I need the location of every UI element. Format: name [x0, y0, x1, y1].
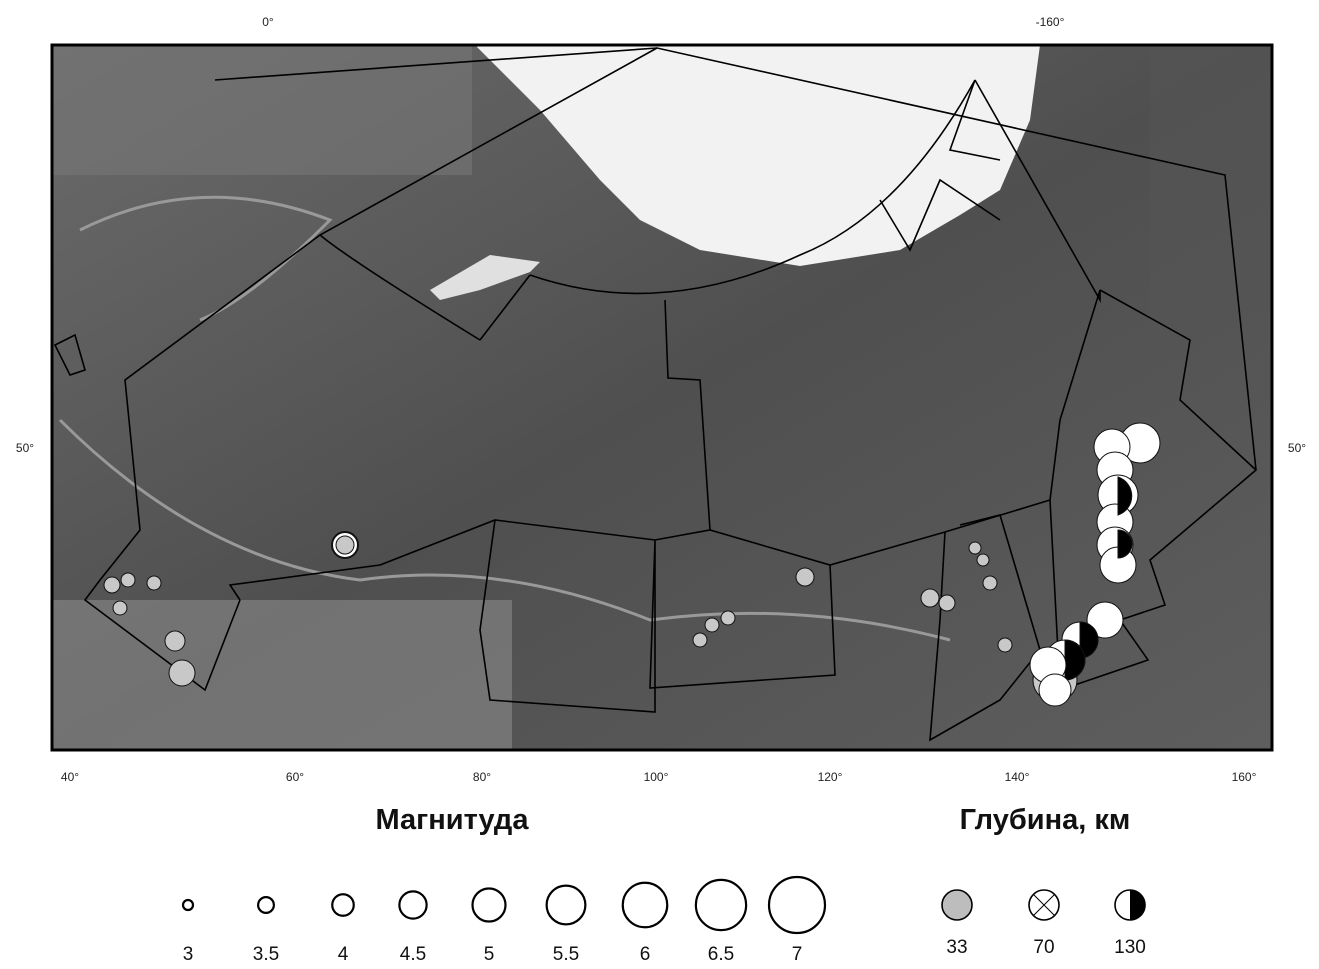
bottom-label: 100° — [644, 770, 669, 784]
magnitude-symbol — [332, 894, 354, 916]
land-south — [52, 600, 512, 750]
magnitude-symbol — [769, 877, 825, 933]
legend-title: Глубина, км — [960, 804, 1131, 836]
magnitude-symbol — [623, 883, 668, 928]
magnitude-symbol — [696, 880, 746, 930]
magnitude-label: 3 — [183, 944, 194, 965]
magnitude-label: 4 — [338, 944, 349, 965]
depth-symbol — [942, 890, 972, 920]
magnitude-label: 3.5 — [253, 944, 279, 965]
map-area — [52, 45, 1272, 750]
bottom-label: 40° — [61, 770, 79, 784]
magnitude-symbol — [258, 897, 274, 913]
magnitude-label: 6.5 — [708, 944, 734, 965]
magnitude-label: 4.5 — [400, 944, 426, 965]
bottom-label: 160° — [1232, 770, 1257, 784]
magnitude-symbol — [183, 900, 193, 910]
depth-half — [1130, 890, 1145, 920]
top-label: -160° — [1036, 15, 1065, 29]
magnitude-label: 5.5 — [553, 944, 579, 965]
bottom-label: 140° — [1005, 770, 1030, 784]
depth-label: 130 — [1114, 937, 1146, 958]
magnitude-label: 6 — [640, 944, 651, 965]
magnitude-label: 7 — [792, 944, 803, 965]
magnitude-symbol — [399, 891, 426, 918]
sea — [52, 45, 472, 175]
page: 0° -160° 50° 50° 40° 60° 80° 100° 120° 140° 160° Ма… — [0, 0, 1319, 969]
bottom-label: 120° — [818, 770, 843, 784]
land-east — [1150, 45, 1272, 345]
magnitude-label: 5 — [484, 944, 495, 965]
side-label: 50° — [1288, 441, 1306, 455]
depth-label: 70 — [1033, 937, 1054, 958]
magnitude-symbol — [547, 886, 586, 925]
magnitude-symbol — [473, 889, 506, 922]
legend-title: Магнитуда — [376, 804, 530, 836]
bottom-label: 60° — [286, 770, 304, 784]
bottom-label: 80° — [473, 770, 491, 784]
side-label: 50° — [16, 441, 34, 455]
top-label: 0° — [262, 15, 274, 29]
depth-label: 33 — [946, 937, 967, 958]
